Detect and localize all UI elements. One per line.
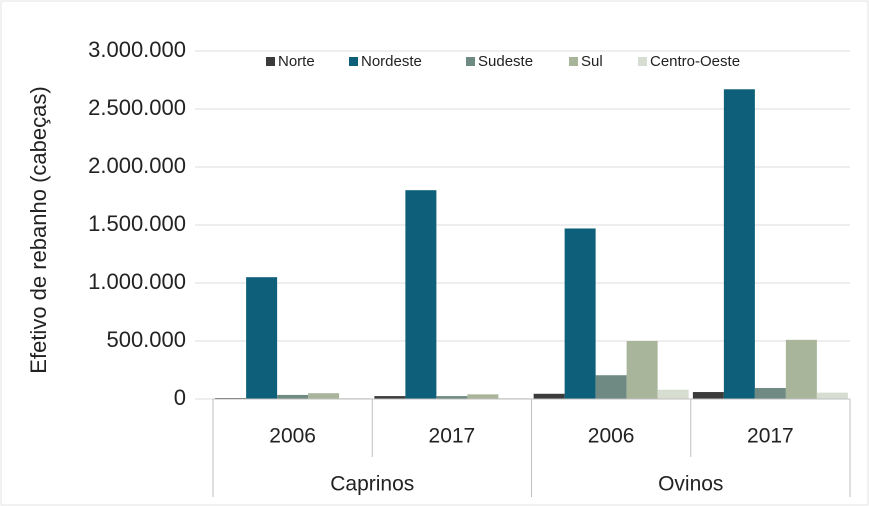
- legend-swatch: [569, 57, 578, 66]
- legend-label: Nordeste: [361, 53, 422, 70]
- x-tick-label: 2017: [429, 425, 476, 448]
- legend-label: Centro-Oeste: [650, 53, 740, 70]
- y-tick-label: 500.000: [106, 327, 186, 352]
- legend-label: Sul: [581, 53, 603, 70]
- bar: [533, 393, 565, 399]
- y-tick-label: 0: [174, 385, 186, 410]
- y-tick-label: 2.000.000: [88, 153, 186, 178]
- group-label: Caprinos: [330, 473, 414, 496]
- bar: [692, 392, 724, 399]
- legend-swatch: [266, 57, 275, 66]
- y-tick-label: 1.000.000: [88, 269, 186, 294]
- x-tick-label: 2006: [588, 425, 635, 448]
- bar: [277, 394, 309, 399]
- y-tick-label: 1.500.000: [88, 211, 186, 236]
- legend-label: Norte: [278, 53, 315, 70]
- bar: [723, 89, 755, 399]
- legend-swatch: [349, 57, 358, 66]
- bar: [246, 277, 278, 399]
- legend-swatch: [638, 57, 647, 66]
- bar: [754, 387, 786, 399]
- y-axis-title: Efetivo de rebanho (cabeças): [26, 86, 51, 373]
- legend-label: Sudeste: [478, 53, 533, 70]
- bar: [308, 393, 340, 399]
- bar: [467, 394, 499, 399]
- bar: [436, 396, 468, 399]
- bar: [595, 375, 627, 399]
- bar: [657, 389, 689, 399]
- bar: [564, 228, 596, 399]
- x-tick-label: 2017: [747, 425, 794, 448]
- bar: [374, 396, 406, 399]
- y-tick-label: 2.500.000: [88, 95, 186, 120]
- x-tick-label: 2006: [269, 425, 316, 448]
- bar: [405, 190, 437, 399]
- bar: [785, 339, 817, 399]
- legend-swatch: [466, 57, 475, 66]
- group-label: Ovinos: [658, 473, 723, 496]
- bar: [626, 341, 658, 399]
- y-tick-label: 3.000.000: [88, 37, 186, 62]
- bar: [816, 392, 848, 399]
